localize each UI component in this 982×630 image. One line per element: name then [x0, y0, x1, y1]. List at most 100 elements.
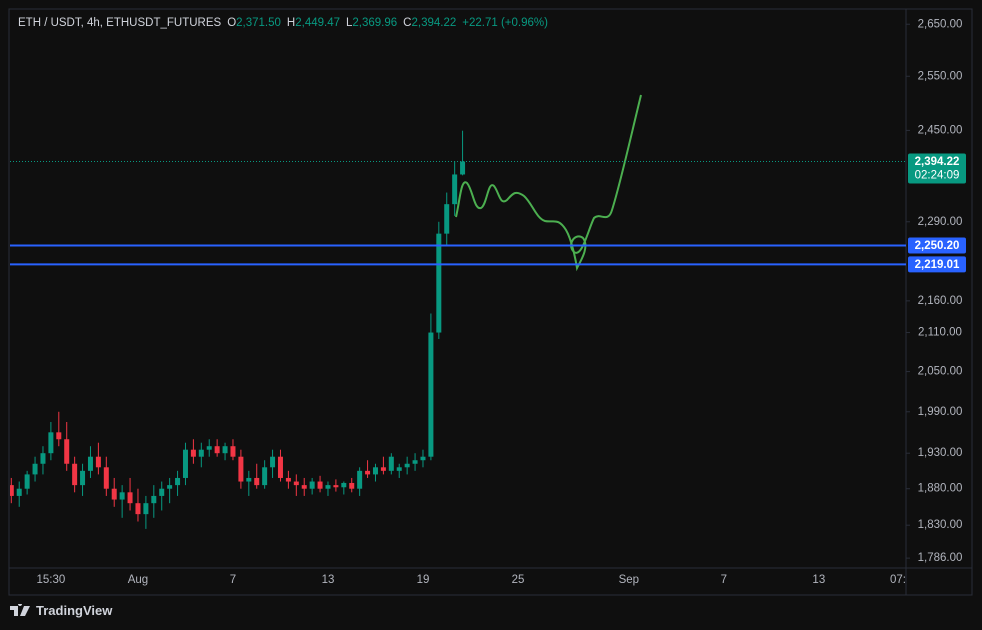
y-tick-label: 1,990.00	[918, 406, 963, 418]
price-tag-label: 2,250.20	[915, 240, 960, 252]
candle-body	[190, 449, 196, 457]
symbol-legend: ETH / USDT, 4h, ETHUSDT_FUTURES O 2,371.5…	[18, 17, 548, 29]
candle-body	[135, 503, 141, 515]
candle-body	[420, 456, 426, 461]
y-tick-label: 2,550.00	[918, 70, 963, 82]
price-tag	[908, 256, 966, 273]
candle-body	[10, 485, 14, 496]
candle-body	[436, 233, 442, 333]
price-tag-label: 2,219.01	[915, 259, 960, 271]
y-tick-label: 2,160.00	[918, 295, 963, 307]
candle-body	[175, 477, 181, 486]
candle-body	[111, 488, 117, 500]
x-tick-label: 25	[512, 574, 525, 586]
x-tick-label: Aug	[128, 574, 148, 586]
candle-body	[262, 467, 268, 486]
candle-body	[301, 485, 307, 489]
symbol: ETH / USDT, 4h, ETHUSDT_FUTURES	[18, 17, 222, 29]
candle-body	[56, 432, 62, 440]
candle-body	[119, 492, 125, 500]
candle-body	[167, 485, 173, 489]
candle-body	[317, 481, 323, 489]
x-tick-label: 13	[812, 574, 825, 586]
candle-body	[40, 453, 46, 464]
x-tick-label: 13	[322, 574, 335, 586]
y-tick-label: 2,650.00	[918, 18, 963, 30]
candle-body	[48, 432, 54, 454]
candle-body	[333, 485, 339, 488]
price-tag	[908, 237, 966, 254]
ohlc-value: 2,369.96	[352, 17, 398, 29]
candle-body	[270, 456, 276, 468]
candle-body	[32, 463, 38, 475]
candle-body	[143, 503, 149, 515]
candle-body	[285, 477, 291, 482]
brand: TradingView	[10, 603, 112, 618]
candle-body	[214, 446, 220, 454]
candle-body	[238, 456, 244, 482]
plot-area	[10, 130, 466, 529]
x-tick-label: 15:30	[36, 574, 65, 586]
candle-body	[103, 467, 109, 489]
candle-body	[444, 204, 450, 234]
candle-body	[309, 481, 315, 489]
candle-body	[349, 482, 355, 489]
x-tick-label: 07:	[890, 574, 906, 586]
ohlc-value: 2,394.22	[411, 17, 457, 29]
x-tick-label: 19	[417, 574, 430, 586]
candle-body	[230, 446, 236, 457]
x-tick-label: 7	[721, 574, 727, 586]
x-tick-label: 7	[230, 574, 236, 586]
candle-body	[127, 492, 133, 504]
candle-body	[72, 463, 78, 486]
candle-body	[412, 460, 418, 464]
brand-name: TradingView	[36, 603, 113, 618]
candle-body	[277, 456, 283, 478]
candle-body	[222, 446, 228, 454]
candle-body	[80, 470, 86, 486]
ohlc-key: O	[227, 17, 237, 29]
ohlc-key: L	[346, 17, 353, 29]
candle-body	[24, 474, 30, 489]
candle-body	[87, 456, 93, 471]
candle-body	[254, 477, 260, 486]
ohlc-key: H	[286, 17, 296, 29]
candle-body	[293, 481, 299, 486]
y-tick-label: 2,450.00	[918, 124, 963, 136]
candle-body	[365, 470, 371, 475]
last-price-label: 2,394.22	[915, 156, 960, 168]
candle-body	[388, 456, 394, 471]
y-tick-label: 1,880.00	[918, 483, 963, 495]
candle-body	[198, 449, 204, 457]
candle-body	[380, 467, 386, 471]
ohlc-value: 2,371.50	[236, 17, 281, 29]
candle-body	[396, 467, 402, 471]
drawn-projection	[455, 94, 642, 272]
candle-body	[325, 485, 331, 489]
y-tick-label: 2,050.00	[918, 366, 963, 378]
candle-body	[357, 470, 363, 489]
candle-body	[460, 161, 466, 175]
y-tick-label: 2,110.00	[918, 327, 962, 339]
candle-body	[151, 495, 157, 504]
brand-logo	[10, 603, 30, 616]
candle-body	[428, 332, 434, 457]
last-price-tag	[908, 153, 966, 184]
ohlc-key: C	[403, 17, 412, 29]
change: +22.71 (+0.96%)	[462, 17, 548, 29]
candle-body	[372, 467, 378, 475]
candle-body	[95, 456, 101, 468]
y-tick-label: 1,786.00	[918, 552, 963, 564]
x-tick-label: Sep	[619, 574, 639, 586]
candle-body	[182, 449, 188, 478]
candle-body	[159, 488, 165, 496]
ohlc-value: 2,449.47	[295, 17, 340, 29]
candle-body	[341, 482, 347, 488]
y-tick-label: 2,290.00	[918, 216, 963, 228]
y-tick-label: 1,930.00	[918, 447, 963, 459]
y-tick-label: 1,830.00	[918, 519, 963, 531]
candle-body	[246, 477, 252, 482]
countdown: 02:24:09	[915, 170, 960, 182]
